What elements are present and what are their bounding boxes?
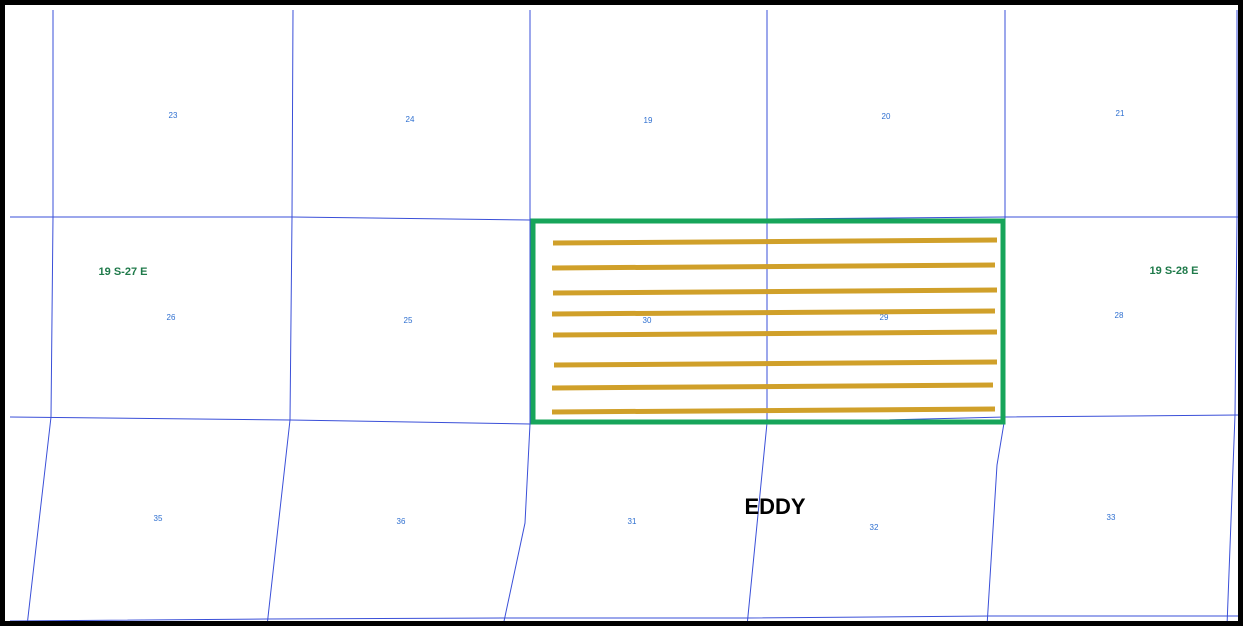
section-label: 21 <box>1116 109 1125 118</box>
section-label: 32 <box>870 523 879 532</box>
section-labels: 23 24 19 20 21 26 25 30 29 28 35 36 31 3… <box>154 109 1125 532</box>
section-grid <box>9 9 1238 621</box>
township-label-west: 19 S-27 E <box>99 266 148 278</box>
township-label-east: 19 S-28 E <box>1150 265 1199 277</box>
section-label: 30 <box>643 316 652 325</box>
grid-line <box>503 10 531 621</box>
section-label: 20 <box>882 112 891 121</box>
section-label: 29 <box>880 313 889 322</box>
grid-line <box>9 615 1238 621</box>
well-lateral-line <box>552 287 998 296</box>
county-label: EDDY <box>744 494 805 519</box>
well-lateral-line <box>553 359 998 368</box>
section-label: 36 <box>397 517 406 526</box>
highlight-boundary <box>530 218 1006 425</box>
plat-map: 23 24 19 20 21 26 25 30 29 28 35 36 31 3… <box>9 9 1238 621</box>
well-lateral-line <box>552 329 998 338</box>
well-laterals <box>551 237 998 415</box>
well-lateral-line <box>551 406 996 415</box>
well-lateral-line <box>551 308 996 317</box>
section-label: 19 <box>644 116 653 125</box>
grid-line <box>1226 10 1238 621</box>
grid-line <box>267 9 294 621</box>
well-lateral-line <box>552 237 998 246</box>
section-label: 33 <box>1107 513 1116 522</box>
section-label: 24 <box>406 115 415 124</box>
grid-line <box>746 10 768 621</box>
section-label: 26 <box>167 313 176 322</box>
section-label: 35 <box>154 514 163 523</box>
highlighted-area <box>530 218 1006 425</box>
section-label: 25 <box>404 316 413 325</box>
section-label: 31 <box>628 517 637 526</box>
well-lateral-line <box>551 382 994 391</box>
section-label: 23 <box>169 111 178 120</box>
well-lateral-line <box>551 262 996 271</box>
section-label: 28 <box>1115 311 1124 320</box>
grid-line <box>27 10 54 621</box>
